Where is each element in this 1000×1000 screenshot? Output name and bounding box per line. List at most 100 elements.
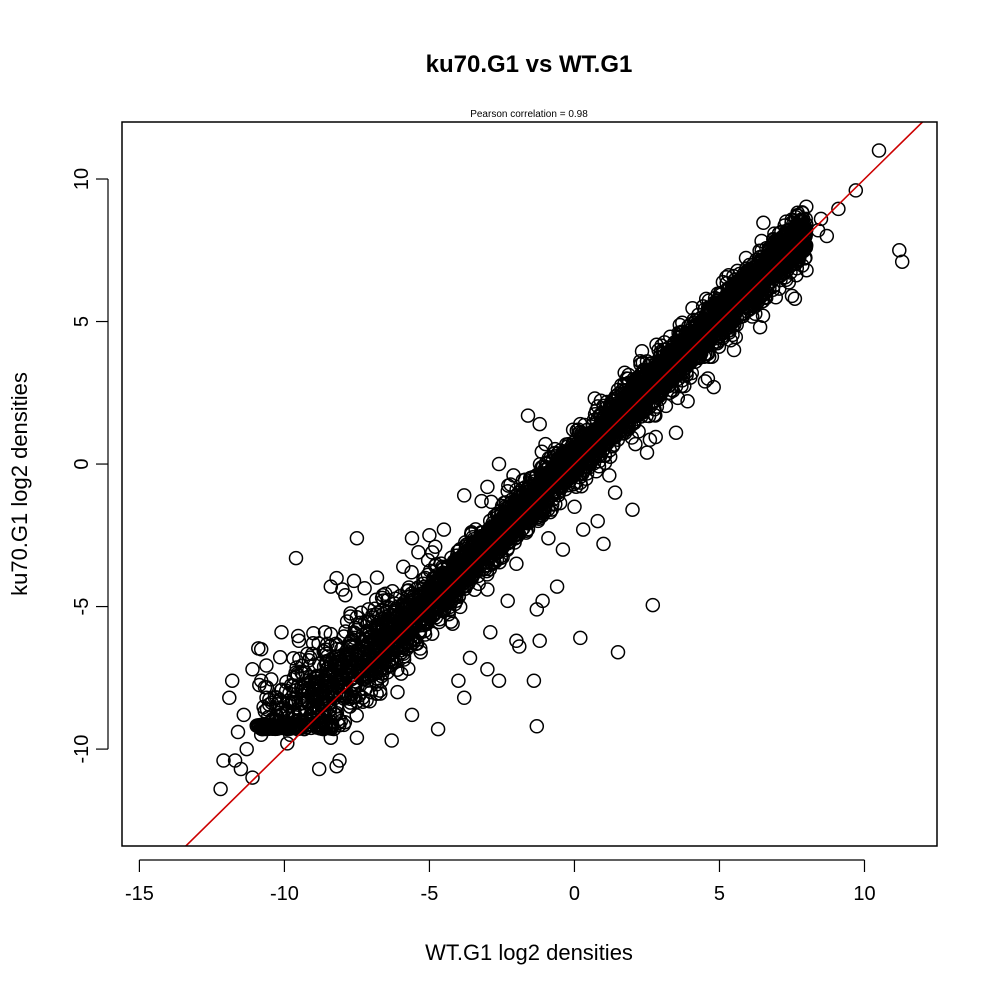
data-point bbox=[742, 284, 758, 299]
data-point bbox=[755, 252, 770, 267]
data-point bbox=[245, 662, 260, 677]
x-axis: -15 -10 -5 0 5 10 bbox=[125, 859, 876, 905]
data-point bbox=[305, 697, 321, 712]
data-point bbox=[639, 445, 655, 460]
data-point bbox=[520, 408, 536, 423]
data-point bbox=[600, 406, 615, 422]
data-point bbox=[500, 593, 515, 609]
data-point bbox=[222, 690, 237, 706]
data-point bbox=[316, 659, 332, 674]
data-point bbox=[787, 291, 803, 306]
data-point bbox=[597, 455, 613, 471]
data-point bbox=[420, 567, 436, 583]
data-point bbox=[780, 256, 796, 272]
data-point bbox=[529, 719, 545, 734]
data-point bbox=[411, 545, 426, 560]
data-point bbox=[620, 400, 635, 416]
data-point bbox=[732, 266, 747, 282]
data-point bbox=[538, 436, 553, 452]
data-point bbox=[360, 663, 375, 678]
data-point bbox=[480, 479, 495, 495]
data-point bbox=[230, 724, 246, 740]
data-point bbox=[329, 758, 344, 774]
data-point bbox=[602, 412, 617, 428]
data-point bbox=[509, 556, 524, 572]
data-point bbox=[390, 684, 405, 700]
data-point bbox=[478, 561, 493, 577]
data-point bbox=[420, 553, 436, 568]
data-point bbox=[587, 391, 603, 406]
y-tick-label: -5 bbox=[71, 598, 93, 616]
data-point bbox=[651, 342, 666, 358]
data-point bbox=[457, 568, 473, 584]
data-point bbox=[644, 377, 660, 392]
data-point bbox=[620, 394, 635, 409]
data-point bbox=[345, 670, 360, 685]
data-point bbox=[535, 593, 550, 609]
data-point bbox=[795, 258, 810, 273]
data-point bbox=[399, 635, 415, 650]
data-point bbox=[819, 228, 835, 244]
data-point bbox=[456, 690, 472, 706]
data-point bbox=[272, 650, 288, 665]
data-point bbox=[333, 654, 348, 669]
data-point bbox=[530, 483, 546, 498]
data-point bbox=[319, 678, 335, 694]
data-point bbox=[552, 495, 568, 511]
data-point bbox=[703, 322, 719, 337]
data-point bbox=[576, 436, 592, 452]
data-point bbox=[253, 673, 269, 688]
data-point bbox=[216, 753, 231, 768]
data-point bbox=[531, 509, 546, 525]
data-point bbox=[647, 407, 662, 423]
data-point bbox=[657, 369, 672, 385]
data-point bbox=[756, 215, 771, 231]
data-point bbox=[567, 499, 582, 515]
data-point bbox=[787, 224, 803, 240]
data-point bbox=[467, 550, 483, 566]
data-point bbox=[549, 454, 564, 469]
y-tick-label: 5 bbox=[71, 316, 93, 327]
data-point bbox=[245, 770, 260, 785]
data-point bbox=[766, 241, 781, 257]
data-point bbox=[290, 712, 306, 728]
data-point bbox=[712, 302, 727, 318]
data-points bbox=[213, 143, 910, 797]
data-point bbox=[320, 636, 335, 652]
data-point bbox=[298, 708, 313, 723]
data-point bbox=[479, 567, 495, 582]
data-point bbox=[349, 730, 365, 745]
data-point bbox=[373, 686, 388, 701]
data-point bbox=[294, 665, 309, 680]
data-point bbox=[279, 674, 294, 690]
data-point bbox=[625, 502, 640, 517]
data-point bbox=[346, 573, 362, 589]
data-point bbox=[680, 394, 695, 409]
data-point bbox=[444, 589, 460, 604]
data-point bbox=[541, 530, 556, 546]
data-point bbox=[532, 633, 547, 649]
data-point bbox=[323, 656, 338, 672]
data-point bbox=[699, 314, 715, 330]
data-point bbox=[462, 650, 478, 666]
data-point bbox=[422, 528, 437, 543]
data-point bbox=[259, 658, 274, 673]
data-point bbox=[784, 288, 800, 304]
data-point bbox=[323, 626, 339, 642]
data-point bbox=[465, 554, 481, 569]
data-point bbox=[388, 653, 404, 669]
data-point bbox=[491, 673, 507, 688]
data-point bbox=[450, 544, 465, 559]
data-point bbox=[564, 459, 579, 474]
data-point bbox=[484, 494, 499, 510]
data-point bbox=[668, 342, 684, 357]
data-point bbox=[506, 468, 521, 483]
data-point bbox=[755, 308, 771, 324]
data-point bbox=[295, 666, 310, 681]
data-point bbox=[311, 761, 327, 777]
data-point bbox=[733, 272, 748, 288]
data-point bbox=[401, 661, 416, 676]
data-point bbox=[344, 647, 360, 662]
data-point bbox=[384, 733, 399, 748]
data-point bbox=[634, 344, 650, 359]
